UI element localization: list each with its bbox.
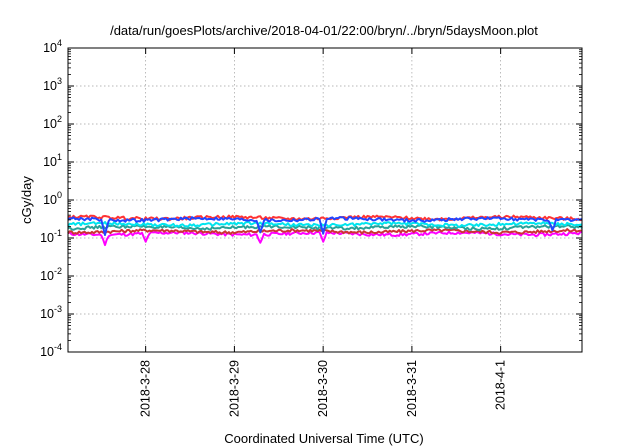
x-tick-label: 2018-4-1 (494, 360, 508, 410)
x-tick-label: 2018-3-30 (316, 360, 330, 417)
y-tick-label: 10-1 (40, 228, 62, 245)
x-tick-label: 2018-3-28 (139, 360, 153, 417)
y-tick-label: 10-2 (40, 266, 62, 283)
grid (68, 48, 582, 352)
y-axis-title: cGy/day (19, 176, 34, 224)
y-tick-label: 102 (43, 114, 62, 131)
y-tick-label: 10-4 (40, 342, 62, 359)
y-tick-label: 101 (43, 152, 62, 169)
y-tick-label: 103 (43, 76, 62, 93)
x-tick-label: 2018-3-31 (405, 360, 419, 417)
y-tick-label: 100 (43, 190, 62, 207)
y-tick-label: 104 (43, 38, 62, 55)
x-tick-label: 2018-3-29 (227, 360, 241, 417)
y-tick-label: 10-3 (40, 304, 62, 321)
y-axis-ticks: 10-4 10-3 10-2 10-1 100 101 102 103 104 (40, 38, 582, 359)
x-axis-title: Coordinated Universal Time (UTC) (224, 431, 423, 446)
x-axis-ticks: 2018-3-28 2018-3-29 2018-3-30 2018-3-31 2018… (139, 48, 508, 417)
chart-title: /data/run/goesPlots/archive/2018-04-01/2… (110, 23, 538, 38)
series-line (67, 216, 583, 236)
series-line (67, 230, 583, 247)
series-group (67, 214, 583, 247)
